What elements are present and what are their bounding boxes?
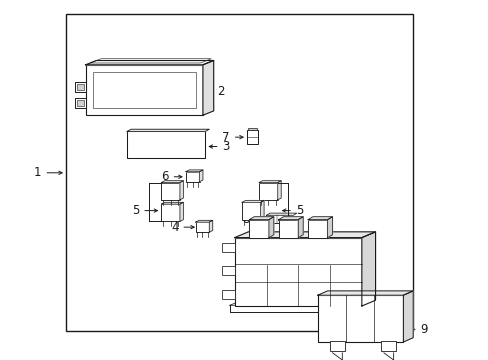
Text: 2: 2 [206, 85, 224, 98]
Polygon shape [195, 220, 212, 222]
Text: 3: 3 [209, 140, 229, 153]
Bar [229, 305, 368, 312]
Polygon shape [307, 217, 332, 220]
Bar [161, 204, 180, 221]
Polygon shape [266, 213, 296, 215]
Polygon shape [234, 232, 375, 238]
Polygon shape [209, 220, 212, 232]
Bar [66, 14, 412, 331]
Polygon shape [180, 202, 183, 221]
Polygon shape [180, 181, 183, 200]
Bar [77, 100, 83, 106]
Polygon shape [403, 291, 412, 342]
Polygon shape [327, 217, 332, 238]
Text: 8: 8 [242, 213, 262, 226]
Bar [259, 183, 277, 200]
Text: 5: 5 [282, 204, 303, 217]
Bar [75, 98, 85, 108]
Bar [127, 131, 205, 158]
Bar [247, 128, 256, 130]
Polygon shape [298, 217, 303, 238]
Bar [185, 172, 199, 182]
Polygon shape [203, 60, 213, 115]
Bar [234, 238, 361, 306]
Polygon shape [161, 202, 183, 204]
Polygon shape [229, 302, 379, 305]
Polygon shape [242, 201, 264, 202]
Bar [77, 84, 83, 90]
Polygon shape [277, 181, 281, 200]
Bar [329, 341, 344, 351]
Bar [249, 220, 268, 238]
Polygon shape [259, 181, 281, 183]
Polygon shape [249, 217, 273, 220]
Polygon shape [260, 201, 264, 220]
Polygon shape [127, 129, 209, 131]
Polygon shape [268, 217, 273, 238]
Polygon shape [361, 232, 375, 306]
Polygon shape [278, 217, 303, 220]
Bar [307, 220, 327, 238]
Bar [381, 341, 395, 351]
Bar [222, 243, 234, 252]
Polygon shape [185, 170, 203, 172]
Bar [85, 65, 203, 115]
Bar [242, 202, 260, 220]
Bar [195, 222, 209, 232]
Polygon shape [199, 170, 203, 182]
Polygon shape [85, 60, 213, 65]
Text: 4: 4 [171, 221, 194, 234]
Text: 1: 1 [34, 166, 62, 179]
Bar [161, 183, 180, 200]
Bar [93, 72, 195, 108]
Text: 9: 9 [407, 323, 427, 336]
Bar [278, 220, 298, 238]
Polygon shape [161, 181, 183, 183]
Bar [75, 82, 85, 92]
Polygon shape [317, 291, 412, 295]
Bar [222, 290, 234, 299]
Text: 7: 7 [222, 131, 243, 144]
Text: 5: 5 [132, 204, 157, 217]
Bar [266, 215, 293, 223]
Bar [317, 295, 403, 342]
Bar [222, 266, 234, 275]
Text: 6: 6 [161, 170, 182, 183]
Bar [246, 130, 257, 144]
